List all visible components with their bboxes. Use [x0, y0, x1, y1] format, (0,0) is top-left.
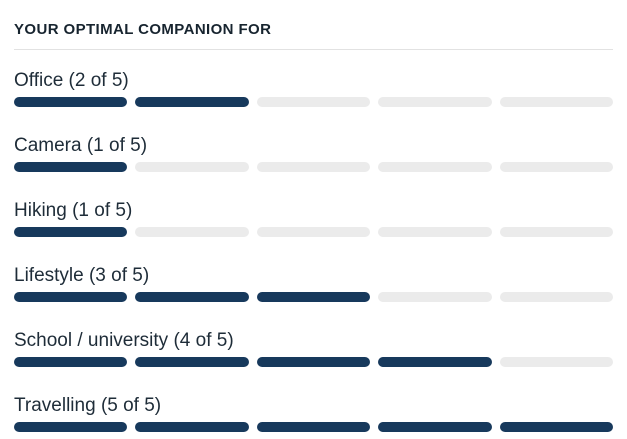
- rating-row: Lifestyle (3 of 5): [14, 265, 614, 302]
- rating-bar-track: [14, 422, 614, 432]
- rating-label: Office (2 of 5): [14, 70, 129, 91]
- rating-bar-segment-empty: [378, 97, 492, 107]
- title-divider: [14, 49, 613, 50]
- rating-bar-segment-filled: [378, 422, 492, 432]
- rating-row: Office (2 of 5): [14, 70, 614, 107]
- rating-bar-segment-filled: [256, 357, 371, 367]
- rating-row: Travelling (5 of 5): [14, 395, 614, 432]
- rating-bar-segment-filled: [135, 357, 249, 367]
- rating-bar-track: [14, 227, 614, 237]
- rating-bar-segment-filled: [14, 162, 128, 172]
- ratings-list: Office (2 of 5) Camera (1 of 5) Hiking (…: [14, 70, 614, 432]
- rating-bar-segment-filled: [378, 357, 492, 367]
- rating-bar-segment-filled: [135, 422, 249, 432]
- rating-row: Camera (1 of 5): [14, 135, 614, 172]
- rating-row: Hiking (1 of 5): [14, 200, 614, 237]
- rating-label: Hiking (1 of 5): [14, 200, 133, 221]
- rating-bar-segment-filled: [135, 292, 249, 302]
- rating-bar-segment-filled: [14, 227, 128, 237]
- rating-bar-track: [14, 97, 614, 107]
- rating-label: Camera (1 of 5): [14, 135, 148, 156]
- rating-bar-segment-empty: [256, 97, 371, 107]
- rating-bar-track: [14, 162, 614, 172]
- rating-bar-segment-empty: [499, 97, 614, 107]
- rating-label: School / university (4 of 5): [14, 330, 234, 351]
- panel-title: YOUR OPTIMAL COMPANION FOR: [14, 21, 272, 38]
- rating-bar-segment-filled: [14, 292, 128, 302]
- rating-row: School / university (4 of 5): [14, 330, 614, 367]
- rating-bar-track: [14, 292, 614, 302]
- rating-bar-segment-filled: [14, 422, 128, 432]
- rating-label: Travelling (5 of 5): [14, 395, 162, 416]
- rating-bar-segment-empty: [499, 292, 614, 302]
- rating-bar-segment-empty: [378, 227, 492, 237]
- rating-bar-track: [14, 357, 614, 367]
- rating-bar-segment-empty: [135, 162, 249, 172]
- rating-bar-segment-filled: [256, 292, 371, 302]
- rating-bar-segment-filled: [14, 357, 128, 367]
- rating-bar-segment-filled: [14, 97, 128, 107]
- rating-bar-segment-empty: [499, 227, 614, 237]
- rating-bar-segment-empty: [499, 162, 614, 172]
- rating-bar-segment-empty: [378, 162, 492, 172]
- rating-bar-segment-filled: [256, 422, 371, 432]
- rating-label: Lifestyle (3 of 5): [14, 265, 150, 286]
- rating-bar-segment-filled: [499, 422, 614, 432]
- rating-bar-segment-empty: [135, 227, 249, 237]
- rating-bar-segment-filled: [135, 97, 249, 107]
- rating-bar-segment-empty: [256, 162, 371, 172]
- rating-bar-segment-empty: [378, 292, 492, 302]
- rating-bar-segment-empty: [256, 227, 371, 237]
- rating-bar-segment-empty: [499, 357, 614, 367]
